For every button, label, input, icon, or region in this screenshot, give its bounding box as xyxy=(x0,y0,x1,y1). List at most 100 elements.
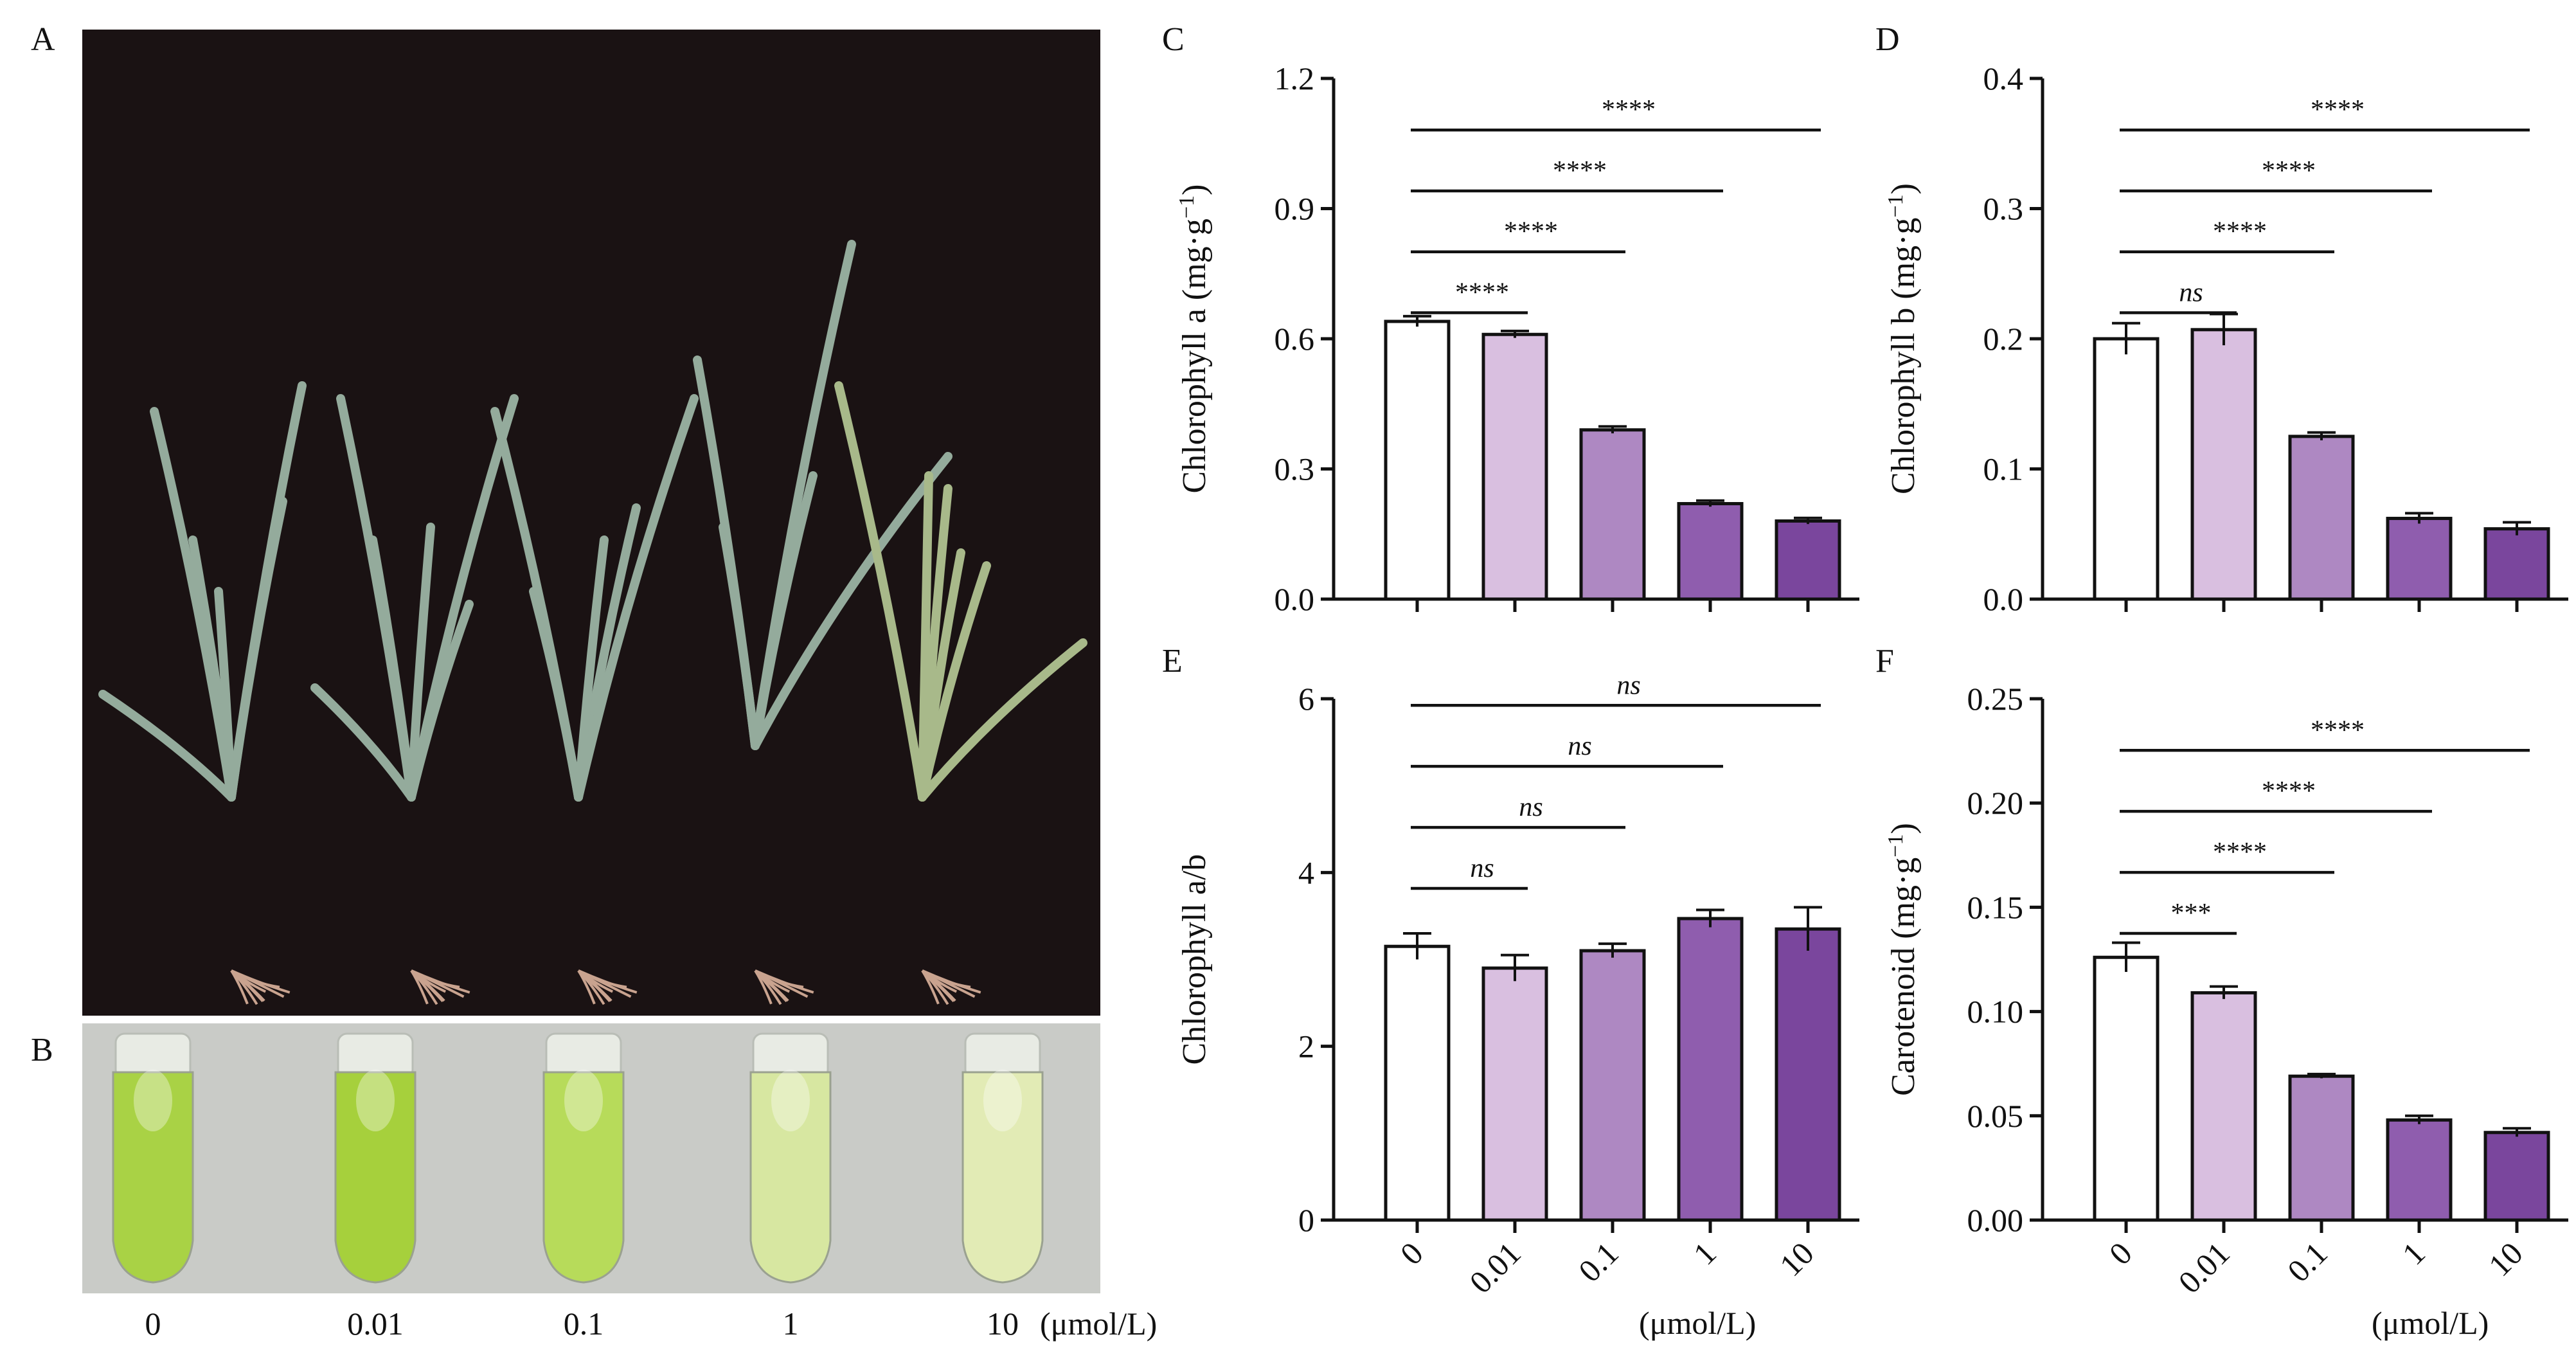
significance-label: **** xyxy=(2262,156,2316,186)
seedling-leaf xyxy=(407,600,474,802)
y-tick-label: 0.05 xyxy=(1967,1098,2024,1134)
y-tick-label: 0 xyxy=(1298,1202,1314,1238)
seedling-roots xyxy=(754,969,814,1005)
bar xyxy=(1677,502,1744,601)
tube-liquid xyxy=(962,1071,1044,1284)
seedling-roots xyxy=(921,969,981,1005)
y-axis-label: Chlorophyll a (mg·g−1) xyxy=(1175,184,1213,493)
significance-label: ns xyxy=(1616,670,1640,700)
significance-label: **** xyxy=(2262,777,2316,806)
bar xyxy=(2190,991,2257,1222)
seedling-leaf xyxy=(834,381,927,802)
chart-e-unit-label: (μmol/L) xyxy=(1639,1305,1756,1341)
x-tick-label: 10 xyxy=(1773,1235,1821,1283)
significance-label: ns xyxy=(1519,793,1543,822)
seedling-leaf xyxy=(98,690,236,802)
seedling xyxy=(693,240,953,1005)
x-tick-label: 10 xyxy=(2482,1235,2530,1283)
seedling-roots xyxy=(577,969,638,1005)
y-tick-label: 0.0 xyxy=(1275,581,1315,617)
significance-label: **** xyxy=(1553,156,1607,186)
bar xyxy=(2483,527,2550,601)
seedling-leaf xyxy=(227,381,307,802)
seedling-leaf xyxy=(407,523,435,802)
x-tick-label: 0.01 xyxy=(1462,1235,1527,1300)
tube-liquid xyxy=(749,1071,832,1284)
seedling-leaf xyxy=(214,587,236,802)
tubes-photo xyxy=(82,1023,1100,1293)
seedling xyxy=(98,381,307,1005)
y-axis-label: Chlorophyll a/b xyxy=(1176,854,1213,1065)
y-tick-label: 0.3 xyxy=(1983,191,2024,227)
chart-chlorophyll-a: 0.0 0.3 0.6 0.9 1.2 Chlorophyll a (mg·g−1) ***… xyxy=(1175,60,1859,617)
y-tick-label: 0.00 xyxy=(1967,1202,2024,1238)
y-tick-label: 0.0 xyxy=(1983,581,2024,617)
tube-label: 1 xyxy=(783,1306,799,1342)
panel-label-c: C xyxy=(1162,21,1185,58)
y-tick-label: 2 xyxy=(1298,1029,1314,1065)
significance-label: *** xyxy=(2171,899,2212,928)
root-strand xyxy=(231,969,291,994)
seedlings xyxy=(98,240,1087,1005)
bar xyxy=(1481,966,1548,1222)
y-tick-label: 6 xyxy=(1298,681,1314,717)
x-tick-label: 0.01 xyxy=(2171,1235,2236,1300)
y-axis-label: Chlorophyll b (mg·g−1) xyxy=(1884,183,1922,494)
tube xyxy=(112,1032,194,1284)
chart-chlorophyll-ab-ratio: 0 2 4 6 Chlorophyll a/b 0 0.01 0.1 1 10 ns ns ns ns xyxy=(1176,670,1859,1300)
tube xyxy=(542,1032,625,1284)
seedling-leaf xyxy=(574,535,609,802)
x-tick-label: 0.1 xyxy=(1571,1235,1625,1289)
panel-label-b: B xyxy=(31,1032,53,1068)
tube-highlight xyxy=(771,1070,810,1131)
y-tick-label: 1.2 xyxy=(1275,60,1315,96)
significance-label: ns xyxy=(2179,278,2203,308)
bar xyxy=(1775,927,1841,1222)
bar xyxy=(2093,955,2160,1222)
seedling-photo xyxy=(82,30,1100,1016)
seedling-leaf xyxy=(918,548,965,802)
root-strand xyxy=(410,969,438,1005)
bar xyxy=(1677,917,1744,1222)
y-tick-label: 0.4 xyxy=(1983,60,2024,96)
bar xyxy=(2093,337,2160,601)
panel-label-d: D xyxy=(1875,21,1900,58)
bar xyxy=(2288,435,2355,601)
chart-f-unit-label: (μmol/L) xyxy=(2372,1305,2489,1341)
tube-label: 0.1 xyxy=(564,1306,604,1342)
y-tick-label: 0.2 xyxy=(1983,321,2024,357)
bar xyxy=(2386,516,2453,601)
root-strand xyxy=(230,969,258,1005)
seedling-leaf xyxy=(368,535,416,802)
panel-label-f: F xyxy=(1875,643,1894,679)
root-strand xyxy=(577,969,605,1005)
seedling-leaf xyxy=(574,394,699,802)
seedling-leaf xyxy=(751,240,856,750)
tube xyxy=(334,1032,416,1284)
x-tick-label: 1 xyxy=(1686,1235,1723,1272)
tube-highlight xyxy=(356,1070,395,1131)
seedling-leaf xyxy=(490,407,583,802)
seedling-roots xyxy=(410,969,470,1005)
significance-label: **** xyxy=(2311,715,2365,745)
bar xyxy=(2386,1118,2453,1222)
seedling-leaf xyxy=(918,471,933,802)
tube-liquid xyxy=(112,1071,194,1284)
seedling-leaf xyxy=(693,355,760,750)
bar xyxy=(2288,1074,2355,1222)
seedling xyxy=(490,394,699,1005)
x-tick-label: 1 xyxy=(2395,1235,2432,1272)
y-tick-label: 0.9 xyxy=(1275,191,1315,227)
bar xyxy=(1384,944,1451,1222)
bar xyxy=(1579,428,1646,601)
y-tick-label: 0.25 xyxy=(1967,681,2024,717)
bar xyxy=(1579,949,1646,1222)
tube-label: 10 xyxy=(987,1306,1019,1342)
root-strand xyxy=(922,969,981,994)
seedling xyxy=(310,394,519,1005)
significance-label: **** xyxy=(2213,217,2267,247)
y-tick-label: 0.3 xyxy=(1275,451,1315,487)
panel-label-a: A xyxy=(31,21,55,58)
tube-liquid xyxy=(542,1071,625,1284)
